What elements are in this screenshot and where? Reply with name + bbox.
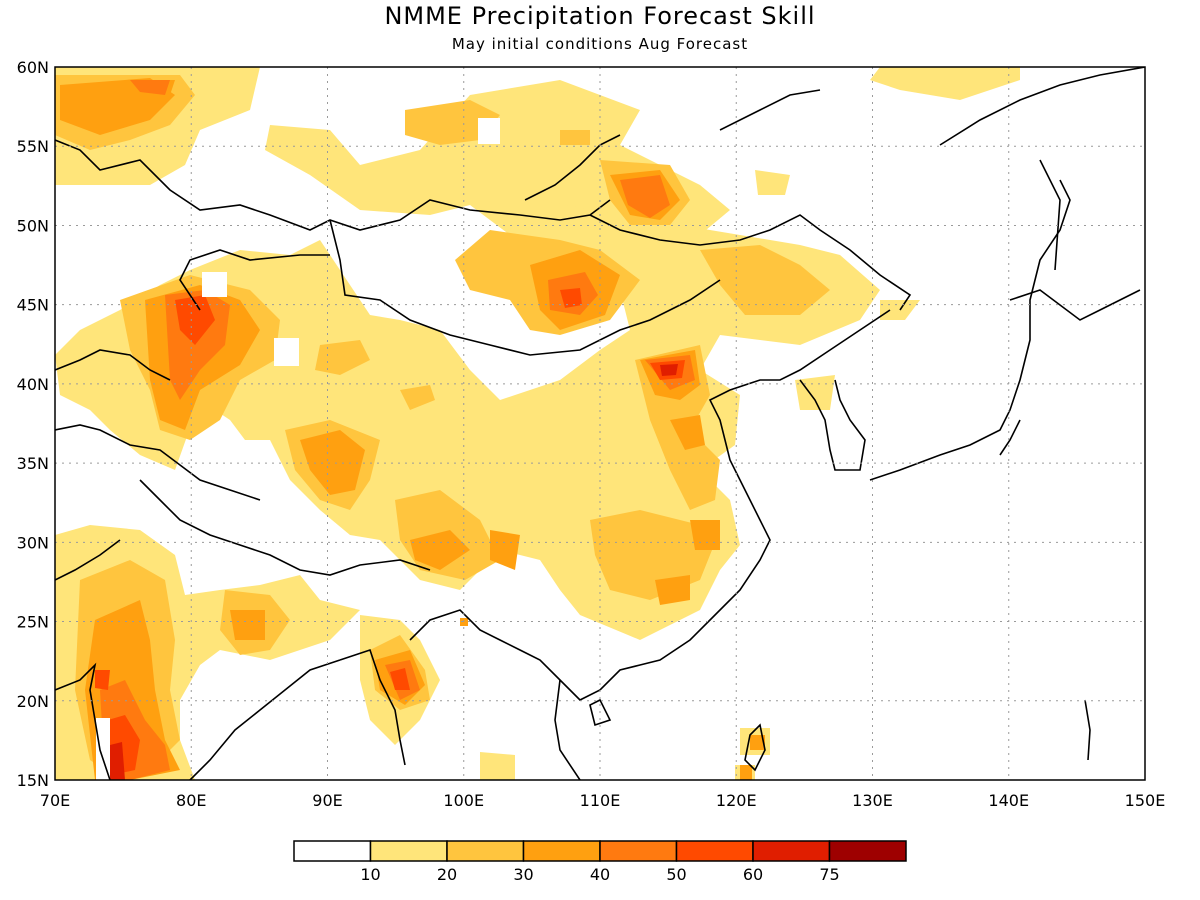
colorbar-label: 75 [819, 865, 839, 884]
x-tick-label: 70E [40, 791, 70, 810]
y-tick-label: 25N [17, 613, 49, 632]
map-frame [54, 66, 1146, 781]
colorbar-label: 10 [360, 865, 380, 884]
y-tick-label: 60N [17, 58, 49, 77]
y-tick-label: 30N [17, 533, 49, 552]
colorbar-label: 50 [666, 865, 686, 884]
y-tick-label: 50N [17, 216, 49, 235]
map-subtitle: May initial conditions Aug Forecast [451, 35, 749, 53]
colorbar-label: 40 [590, 865, 610, 884]
colorbar-swatch [446, 840, 525, 862]
y-tick-label: 45N [17, 296, 49, 315]
y-tick-label: 35N [17, 454, 49, 473]
colorbar-swatch [599, 840, 678, 862]
x-tick-label: 140E [988, 791, 1029, 810]
y-tick-label: 40N [17, 375, 49, 394]
colorbar-swatch [752, 840, 831, 862]
x-axis-labels: 70E 80E 90E 100E 110E 120E 130E 140E 150E [40, 791, 1166, 810]
colorbar-swatch [828, 840, 907, 862]
colorbar-swatch [369, 840, 448, 862]
skill-contours [55, 67, 1020, 780]
colorbar-swatch [293, 840, 372, 862]
x-tick-label: 130E [852, 791, 893, 810]
coastlines [55, 67, 1145, 780]
x-tick-label: 100E [443, 791, 484, 810]
x-tick-label: 80E [176, 791, 206, 810]
y-axis-labels: 60N 55N 50N 45N 40N 35N 30N 25N 20N 15N [17, 58, 49, 790]
colorbar-label: 30 [513, 865, 533, 884]
x-tick-label: 120E [716, 791, 757, 810]
x-tick-label: 110E [580, 791, 621, 810]
y-tick-label: 55N [17, 137, 49, 156]
colorbar: 10 20 30 40 50 60 75 [293, 840, 907, 884]
colorbar-label: 20 [437, 865, 457, 884]
y-tick-label: 15N [17, 771, 49, 790]
colorbar-label: 60 [743, 865, 763, 884]
map-title: NMME Precipitation Forecast Skill [384, 2, 816, 30]
y-tick-label: 20N [17, 692, 49, 711]
colorbar-swatch [675, 840, 754, 862]
colorbar-swatch [522, 840, 601, 862]
x-tick-label: 150E [1125, 791, 1166, 810]
x-tick-label: 90E [312, 791, 342, 810]
